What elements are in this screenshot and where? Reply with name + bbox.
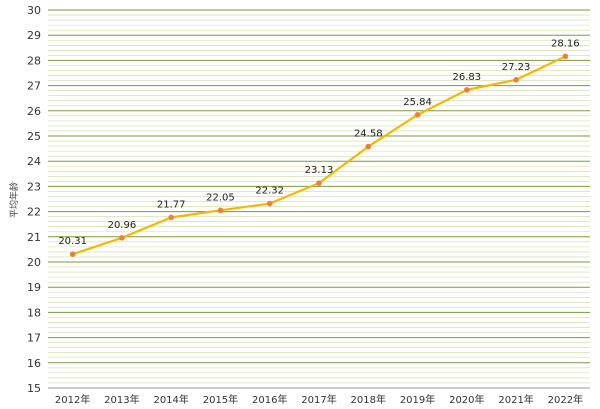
y-tick-label: 25 — [27, 130, 41, 143]
data-label: 22.32 — [255, 186, 284, 197]
data-label: 23.13 — [305, 165, 334, 176]
x-axis-ticks: 2012年 2013年 2014年 2015年 2016年 2017年 2018年 2019年… — [55, 393, 583, 406]
data-point — [513, 77, 519, 83]
y-tick-label: 21 — [27, 231, 41, 244]
y-tick-label: 26 — [27, 105, 41, 118]
data-label: 21.77 — [157, 199, 186, 210]
data-label: 20.96 — [108, 220, 137, 231]
x-tick-label: 2016年 — [252, 393, 287, 406]
x-tick-label: 2015年 — [203, 393, 238, 406]
x-tick-label: 2012年 — [55, 393, 90, 406]
data-label: 25.84 — [403, 97, 432, 108]
data-label: 22.05 — [206, 192, 235, 203]
y-tick-label: 18 — [27, 306, 41, 319]
data-point — [168, 214, 174, 221]
x-tick-label: 2013年 — [104, 393, 139, 406]
y-tick-label: 30 — [27, 4, 41, 17]
y-tick-label: 22 — [27, 206, 41, 219]
data-point — [365, 143, 372, 150]
data-point — [414, 112, 421, 118]
y-tick-label: 15 — [27, 382, 41, 395]
x-tick-label: 2018年 — [351, 393, 386, 406]
x-tick-label: 2014年 — [153, 393, 188, 406]
data-point — [69, 251, 76, 257]
data-label: 27.23 — [502, 62, 531, 73]
y-tick-label: 23 — [27, 180, 41, 193]
x-tick-label: 2022年 — [548, 393, 583, 406]
data-point — [562, 53, 569, 60]
y-tick-label: 19 — [27, 281, 41, 294]
series-layer — [69, 53, 569, 257]
x-tick-label: 2021年 — [498, 393, 533, 406]
data-point — [217, 207, 224, 214]
data-label: 28.16 — [551, 38, 580, 49]
x-tick-label: 2017年 — [301, 393, 336, 406]
data-point — [316, 180, 322, 186]
data-point — [119, 235, 125, 241]
y-tick-label: 28 — [27, 54, 41, 67]
y-tick-label: 27 — [27, 80, 41, 93]
y-tick-label: 20 — [27, 256, 41, 269]
data-point — [464, 87, 470, 93]
data-labels: 20.31 20.96 21.77 22.05 22.32 23.13 24.58 25.84… — [58, 38, 579, 247]
y-tick-label: 24 — [27, 155, 41, 168]
y-tick-label: 29 — [27, 29, 41, 42]
data-label: 24.58 — [354, 129, 383, 140]
x-tick-label: 2020年 — [449, 393, 484, 406]
x-tick-label: 2019年 — [400, 393, 435, 406]
y-tick-label: 17 — [27, 332, 41, 345]
y-axis-label: 平均年龄 — [8, 182, 20, 218]
data-label: 26.83 — [452, 72, 481, 83]
y-tick-label: 16 — [27, 357, 41, 370]
y-axis-ticks: 15 16 17 18 19 20 21 22 23 24 25 26 27 28 29 30 — [27, 4, 41, 395]
data-point — [266, 200, 273, 207]
data-label: 20.31 — [58, 236, 87, 247]
